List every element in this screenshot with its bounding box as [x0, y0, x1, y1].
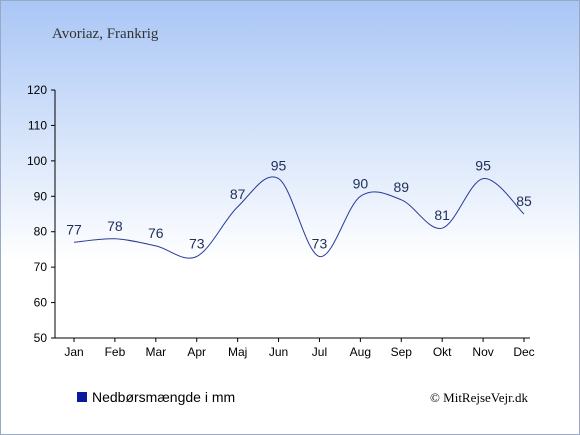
data-label: 89 [393, 179, 409, 195]
axes [54, 90, 530, 339]
y-tick-label: 60 [34, 296, 48, 310]
y-ticks: 50 60 70 80 90 100 110 120 [27, 83, 55, 345]
data-label: 76 [148, 225, 164, 241]
x-tick-label: Apr [187, 345, 206, 359]
x-tick-label: Maj [228, 345, 247, 359]
y-tick-label: 70 [34, 260, 48, 274]
copyright-text: © MitRejseVejr.dk [430, 390, 528, 405]
chart-title: Avoriaz, Frankrig [52, 26, 159, 42]
data-label: 95 [271, 158, 287, 174]
x-tick-label: Jan [64, 345, 83, 359]
y-tick-label: 100 [27, 154, 47, 168]
x-tick-label: Okt [433, 345, 452, 359]
data-label: 78 [107, 218, 123, 234]
data-label: 87 [230, 186, 246, 202]
y-tick-label: 80 [34, 225, 48, 239]
series-line [73, 176, 525, 259]
x-tick-label: Dec [513, 345, 534, 359]
data-label: 77 [66, 221, 82, 237]
data-label: 85 [516, 193, 532, 209]
legend-marker [77, 392, 87, 402]
y-tick-label: 110 [28, 118, 47, 132]
y-tick-label: 50 [34, 331, 48, 345]
x-tick-label: Sep [391, 345, 413, 359]
x-tick-label: Aug [350, 345, 371, 359]
legend-label: Nedbørsmængde i mm [92, 389, 235, 405]
x-tick-label: Jul [312, 345, 327, 359]
x-tick-label: Nov [472, 345, 493, 359]
data-label: 81 [434, 207, 450, 223]
x-tick-label: Jun [269, 345, 288, 359]
y-tick-label: 120 [27, 83, 47, 97]
data-label: 90 [353, 175, 369, 191]
data-label: 73 [189, 236, 205, 252]
data-label: 73 [312, 236, 328, 252]
y-tick-label: 90 [34, 189, 48, 203]
data-labels: 77 78 76 73 87 95 73 90 89 81 95 85 [66, 158, 532, 252]
x-ticks: Jan Feb Mar Apr Maj Jun Jul Aug Sep Okt Nov Dec [64, 338, 535, 359]
x-tick-label: Feb [105, 345, 126, 359]
data-label: 95 [475, 158, 491, 174]
x-tick-label: Mar [145, 345, 166, 359]
legend: Nedbørsmængde i mm [77, 389, 235, 405]
